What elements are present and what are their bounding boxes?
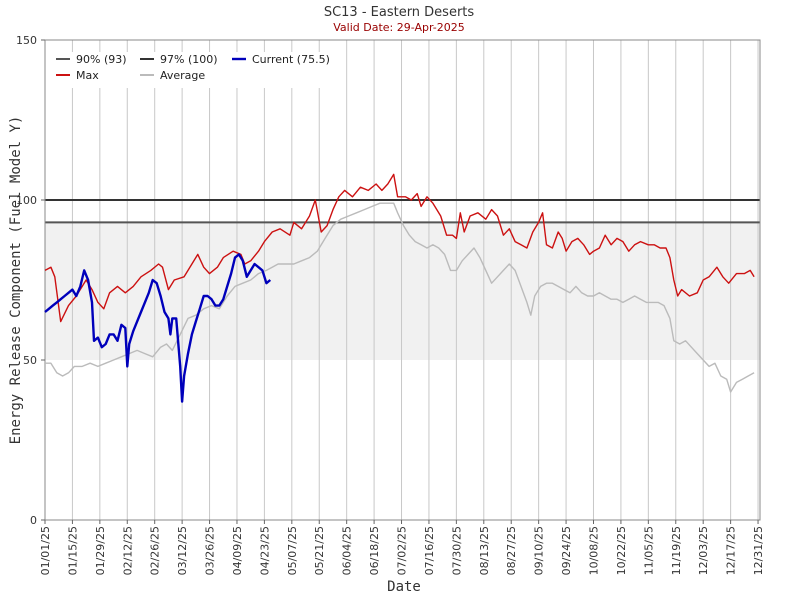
legend-label: 97% (100) <box>160 53 218 66</box>
legend-label: Current (75.5) <box>252 53 330 66</box>
legend-background <box>50 52 322 88</box>
x-tick-label: 10/08/25 <box>587 526 600 575</box>
chart-title: SC13 - Eastern Deserts <box>324 5 475 20</box>
chart-subtitle: Valid Date: 29-Apr-2025 <box>333 21 465 34</box>
x-tick-label: 12/17/25 <box>725 526 738 575</box>
x-tick-label: 03/12/25 <box>176 526 189 575</box>
x-tick-label: 07/16/25 <box>423 526 436 575</box>
y-axis-label: Energy Release Component (Fuel Model Y) <box>8 116 24 445</box>
series-line-max <box>44 173 755 323</box>
legend: 90% (93) 97% (100) Current (75.5) Max Averag… <box>50 52 330 88</box>
x-tick-label: 04/09/25 <box>231 526 244 575</box>
x-tick-label: 05/21/25 <box>313 526 326 575</box>
y-tick-label: 50 <box>23 354 37 367</box>
legend-label: Average <box>160 69 205 82</box>
x-tick-label: 09/10/25 <box>533 526 546 575</box>
legend-label: Max <box>76 69 99 82</box>
x-tick-label: 10/22/25 <box>615 526 628 575</box>
x-tick-label: 05/07/25 <box>286 526 299 575</box>
normal-range-band <box>45 222 760 360</box>
x-tick-label: 02/26/25 <box>149 526 162 575</box>
x-tick-label: 11/05/25 <box>642 526 655 575</box>
x-tick-label: 01/01/25 <box>39 526 52 575</box>
legend-label: 90% (93) <box>76 53 127 66</box>
x-tick-label: 01/29/25 <box>94 526 107 575</box>
x-tick-label: 06/04/25 <box>341 526 354 575</box>
x-tick-label: 06/18/25 <box>368 526 381 575</box>
x-tick-label: 12/03/25 <box>697 526 710 575</box>
plot-frame <box>44 39 761 521</box>
y-tick-label: 0 <box>30 514 37 527</box>
series-line-average <box>45 202 755 393</box>
x-tick-label: 04/23/25 <box>258 526 271 575</box>
x-tick-label: 11/19/25 <box>670 526 683 575</box>
x-tick-label: 08/27/25 <box>505 526 518 575</box>
y-tick-label: 100 <box>16 194 37 207</box>
plot-area: 0 50 100 150 01/01/25 01/15/25 01/29/25 02/12/2… <box>16 34 765 575</box>
x-tick-label: 01/15/25 <box>66 526 79 575</box>
series-line-current <box>44 253 272 403</box>
y-tick-label: 150 <box>16 34 37 47</box>
x-tick-label: 09/24/25 <box>560 526 573 575</box>
x-tick-label: 03/26/25 <box>204 526 217 575</box>
x-tick-label: 02/12/25 <box>121 526 134 575</box>
x-axis-label: Date <box>387 579 421 595</box>
x-tick-label: 08/13/25 <box>478 526 491 575</box>
x-tick-label: 07/02/25 <box>396 526 409 575</box>
x-tick-label: 12/31/25 <box>752 526 765 575</box>
x-tick-label: 07/30/25 <box>450 526 463 575</box>
